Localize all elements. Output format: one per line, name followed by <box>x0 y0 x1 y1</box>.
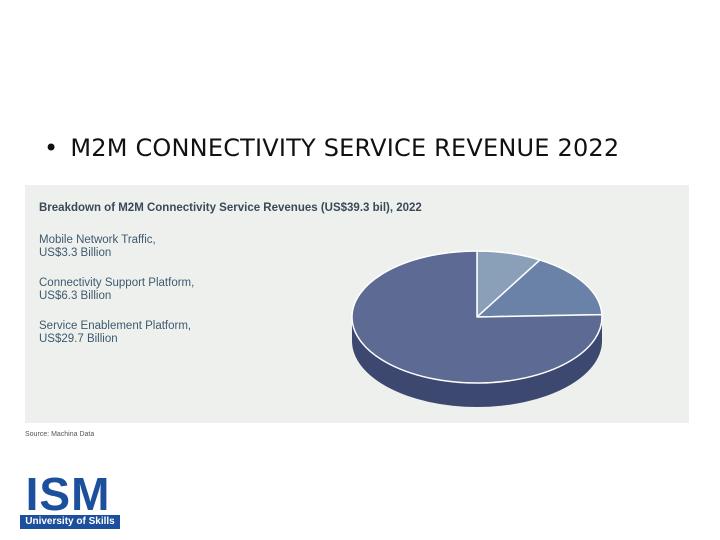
pie-side-service-enablement-platform <box>352 317 602 407</box>
slide-title-text: M2M CONNECTIVITY SERVICE REVENUE 2022 <box>70 134 620 162</box>
legend-value: US$3.3 Billion <box>39 247 112 259</box>
legend-label: Service Enablement Platform, <box>39 320 192 332</box>
legend-item-connectivity-support-platform: Connectivity Support Platform, US$6.3 Bi… <box>39 277 259 303</box>
ism-logo: ISM University of Skills <box>20 468 120 532</box>
chart-legend: Mobile Network Traffic, US$3.3 Billion C… <box>39 234 259 363</box>
chart-title: Breakdown of M2M Connectivity Service Re… <box>39 202 422 214</box>
legend-label: Mobile Network Traffic, <box>39 234 156 246</box>
slide-title: • M2M CONNECTIVITY SERVICE REVENUE 2022 <box>44 134 619 162</box>
legend-value: US$29.7 Billion <box>39 333 118 345</box>
logo-tagline: University of Skills <box>20 515 120 529</box>
legend-item-mobile-network-traffic: Mobile Network Traffic, US$3.3 Billion <box>39 234 259 260</box>
chart-source: Source: Machina Data <box>25 431 95 438</box>
legend-value: US$6.3 Billion <box>39 290 112 302</box>
legend-label: Connectivity Support Platform, <box>39 277 195 289</box>
chart-panel: Breakdown of M2M Connectivity Service Re… <box>25 185 689 423</box>
bullet: • <box>44 134 59 162</box>
pie-chart <box>351 250 603 407</box>
pie-slice-service-enablement-platform <box>351 250 603 384</box>
logo-text: ISM <box>25 468 111 520</box>
legend-item-service-enablement-platform: Service Enablement Platform, US$29.7 Bil… <box>39 320 259 346</box>
pie-slice-connectivity-support-platform <box>476 259 603 318</box>
